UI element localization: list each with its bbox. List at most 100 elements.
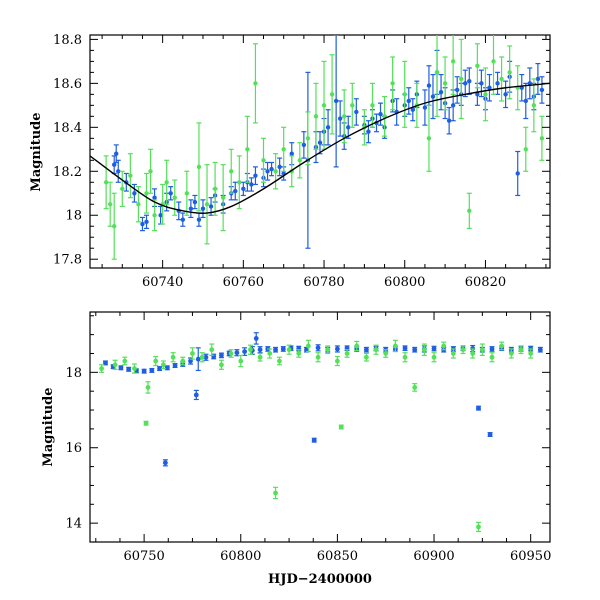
top-green-point-3 [119,170,125,208]
top-y-tick-label-0: 17.8 [53,253,82,268]
top-green-point-6 [143,172,149,214]
top-green-point-12 [184,170,190,216]
bottom-blue-point-20 [242,347,248,356]
top-y-axis-label: Magnitude [29,112,44,191]
bottom-green-point-17 [257,352,263,362]
top-blue-point-71 [495,71,501,95]
bottom-green-point-26 [334,355,340,367]
bottom-blue-point-2 [118,365,124,371]
bottom-green-point-46 [508,348,514,359]
bottom-green-point-8 [170,352,176,363]
top-green-point-46 [491,35,497,95]
bottom-blue-point-56 [537,346,543,353]
bottom-blue-point-36 [363,346,369,353]
bottom-blue-point-30 [311,437,317,443]
top-blue-point-39 [337,100,343,137]
top-blue-point-57 [430,73,436,120]
top-blue-point-50 [394,98,400,126]
top-green-point-50 [523,126,529,172]
top-blue-point-12 [180,212,186,227]
bottom-green-point-36 [421,343,427,356]
top-green-point-48 [507,45,513,100]
bottom-green-point-11 [199,352,205,363]
top-green-point-21 [261,137,267,183]
top-green-point-41 [450,35,456,95]
top-blue-point-28 [269,161,275,177]
top-green-point-2 [111,192,117,260]
top-blue-point-68 [478,69,484,98]
bottom-green-point-33 [392,339,398,353]
top-green-point-51 [531,78,537,133]
top-green-point-34 [382,95,388,137]
bottom-green-point-42 [475,521,481,533]
top-blue-point-32 [301,131,307,159]
top-green-point-8 [152,199,158,232]
bottom-green-point-37 [431,352,437,363]
bottom-blue-point-17 [218,352,224,359]
bottom-green-point-30 [363,352,369,362]
bottom-blue-point-23 [257,346,263,354]
top-green-point-4 [127,153,133,199]
top-green-point-16 [220,164,226,232]
top-blue-point-65 [462,69,468,98]
top-plot-frame [89,34,551,269]
top-green-point-7 [148,148,154,194]
bottom-green-point-15 [238,354,244,368]
top-blue-point-16 [200,199,206,219]
top-green-point-52 [539,115,545,161]
bottom-green-point-7 [160,360,166,370]
bottom-x-tick-label-1: 60800 [220,549,261,564]
top-blue-point-59 [438,73,444,111]
top-green-point-31 [349,82,355,128]
top-green-point-43 [466,192,472,230]
top-green-point-38 [426,104,432,172]
top-blue-point-74 [515,150,521,197]
top-green-point-39 [434,35,440,117]
top-green-point-18 [236,155,242,210]
top-green-point-36 [402,60,408,128]
bottom-y-tick-label-2: 18 [65,366,82,381]
bottom-x-tick-label-0: 60750 [123,549,164,564]
bottom-green-point-10 [189,347,195,360]
bottom-green-point-18 [267,348,273,359]
top-blue-point-72 [503,80,509,109]
top-green-point-45 [482,67,488,122]
bottom-green-point-9 [180,356,186,366]
top-blue-point-52 [406,87,412,115]
top-blue-point-41 [345,115,351,139]
top-green-point-10 [164,159,170,205]
bottom-green-point-38 [441,341,447,351]
bottom-green-point-35 [412,383,418,392]
bottom-green-point-2 [122,356,128,366]
top-blue-point-10 [168,186,174,201]
top-blue-point-37 [325,109,331,146]
top-green-point-14 [204,164,210,245]
bottom-green-point-20 [276,356,282,366]
top-y-tick-label-5: 18.8 [53,33,82,48]
bottom-blue-point-31 [315,344,321,352]
top-panel: 60740 60760 60780 60800 60820 17.8 18 18.2 18.4 1… [29,33,551,290]
top-green-point-25 [297,142,303,179]
top-blue-point-6 [143,214,149,230]
top-green-point-33 [369,82,375,128]
bottom-blue-point-25 [273,346,279,353]
bottom-plot-frame [89,311,551,543]
bottom-y-tick-label-0: 14 [65,517,82,532]
top-blue-point-47 [378,102,384,126]
bottom-green-point-31 [373,344,379,355]
bottom-green-point-41 [470,348,476,359]
bottom-y-axis-label: Magnitude [41,387,56,466]
bottom-green-point-14 [228,349,234,358]
bottom-blue-point-24 [265,346,271,352]
bottom-blue-point-40 [402,345,408,352]
bottom-green-point-47 [518,345,524,355]
top-blue-point-29 [277,157,283,177]
bottom-green-point-29 [354,340,360,352]
top-green-point-42 [458,38,464,120]
top-y-tick-label-1: 18 [65,209,82,224]
top-green-point-49 [515,65,521,111]
bottom-green-point-48 [528,348,534,359]
top-blue-point-24 [248,177,254,192]
bottom-blue-point-43 [431,345,437,352]
top-y-tick-label-2: 18.2 [53,165,82,180]
